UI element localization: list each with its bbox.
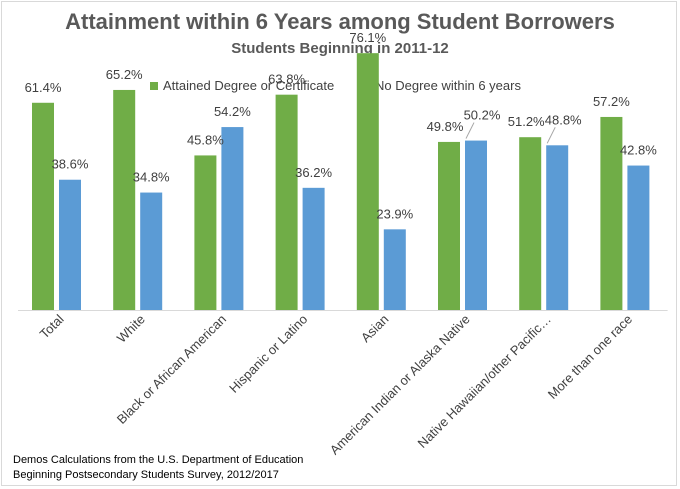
bar-hispanic-or-latino-no-degree: [302, 187, 325, 310]
legend-item-attained: Attained Degree or Certificate: [150, 78, 334, 93]
bar-american-indian-or-alaska-native-no-degree: [465, 140, 487, 310]
data-label-american-indian-or-alaska-native-attained: 49.8%: [427, 119, 464, 134]
data-label-total-no-degree: 38.6%: [52, 157, 89, 172]
data-label-black-or-african-american-no-degree: 54.2%: [214, 104, 251, 119]
bar-total-attained: [32, 102, 54, 311]
category-label-asian: Asian: [358, 312, 392, 346]
category-label-more-than-one-race: More than one race: [545, 312, 635, 402]
bar-native-hawaiian-other-pacific-attained: [519, 137, 542, 310]
data-label-total-attained: 61.4%: [25, 80, 62, 95]
bar-white-no-degree: [140, 192, 163, 310]
source-line-2: Beginning Postsecondary Students Survey,…: [13, 469, 279, 481]
bar-american-indian-or-alaska-native-attained: [438, 141, 460, 310]
legend-swatch-attained: [150, 81, 158, 90]
bar-hispanic-or-latino-attained: [275, 94, 298, 310]
source-note: Demos Calculations from the U.S. Departm…: [13, 453, 303, 483]
bar-more-than-one-race-no-degree: [627, 165, 650, 310]
bar-more-than-one-race-attained: [600, 116, 623, 310]
data-label-hispanic-or-latino-no-degree: 36.2%: [295, 165, 332, 180]
data-label-white-no-degree: 34.8%: [133, 170, 170, 185]
data-label-more-than-one-race-attained: 57.2%: [593, 94, 630, 109]
data-label-asian-attained: 76.1%: [349, 30, 386, 45]
category-label-native-hawaiian-other-pacific: Native Hawaiian/other Pacific…: [415, 312, 554, 451]
data-label-black-or-african-american-attained: 45.8%: [187, 132, 224, 147]
legend-label-no-degree: No Degree within 6 years: [375, 78, 521, 93]
chart-subtitle: Students Beginning in 2011-12: [231, 40, 449, 57]
legend-label-attained: Attained Degree or Certificate: [163, 78, 335, 93]
chart-legend: Attained Degree or Certificate No Degree…: [0, 78, 680, 96]
data-label-native-hawaiian-other-pacific-no-degree: 48.8%: [545, 112, 582, 127]
data-label-native-hawaiian-other-pacific-attained: 51.2%: [508, 114, 545, 129]
chart-title: Attainment within 6 Years among Student …: [65, 9, 615, 34]
data-label-more-than-one-race-no-degree: 42.8%: [620, 143, 657, 158]
bar-asian-no-degree: [383, 229, 406, 310]
bar-black-or-african-american-attained: [194, 155, 217, 310]
data-label-hispanic-or-latino-attained: 63.8%: [268, 72, 305, 87]
category-label-total: Total: [37, 311, 67, 341]
leader-line-american-indian-or-alaska-native: [465, 122, 475, 139]
source-line-1: Demos Calculations from the U.S. Departm…: [13, 454, 304, 466]
data-label-white-attained: 65.2%: [106, 67, 143, 82]
category-label-american-indian-or-alaska-native: American Indian or Alaska Native: [327, 312, 473, 458]
data-label-american-indian-or-alaska-native-no-degree: 50.2%: [464, 108, 501, 123]
leader-line-native-hawaiian-other-pacific: [546, 127, 556, 144]
data-label-asian-no-degree: 23.9%: [376, 206, 413, 221]
category-label-hispanic-or-latino: Hispanic or Latino: [226, 312, 310, 396]
bar-white-attained: [113, 89, 136, 310]
category-label-white: White: [114, 312, 148, 346]
bar-black-or-african-american-no-degree: [221, 127, 244, 310]
bar-native-hawaiian-other-pacific-no-degree: [546, 145, 569, 310]
bar-total-no-degree: [59, 179, 81, 310]
bar-asian-attained: [356, 53, 379, 310]
